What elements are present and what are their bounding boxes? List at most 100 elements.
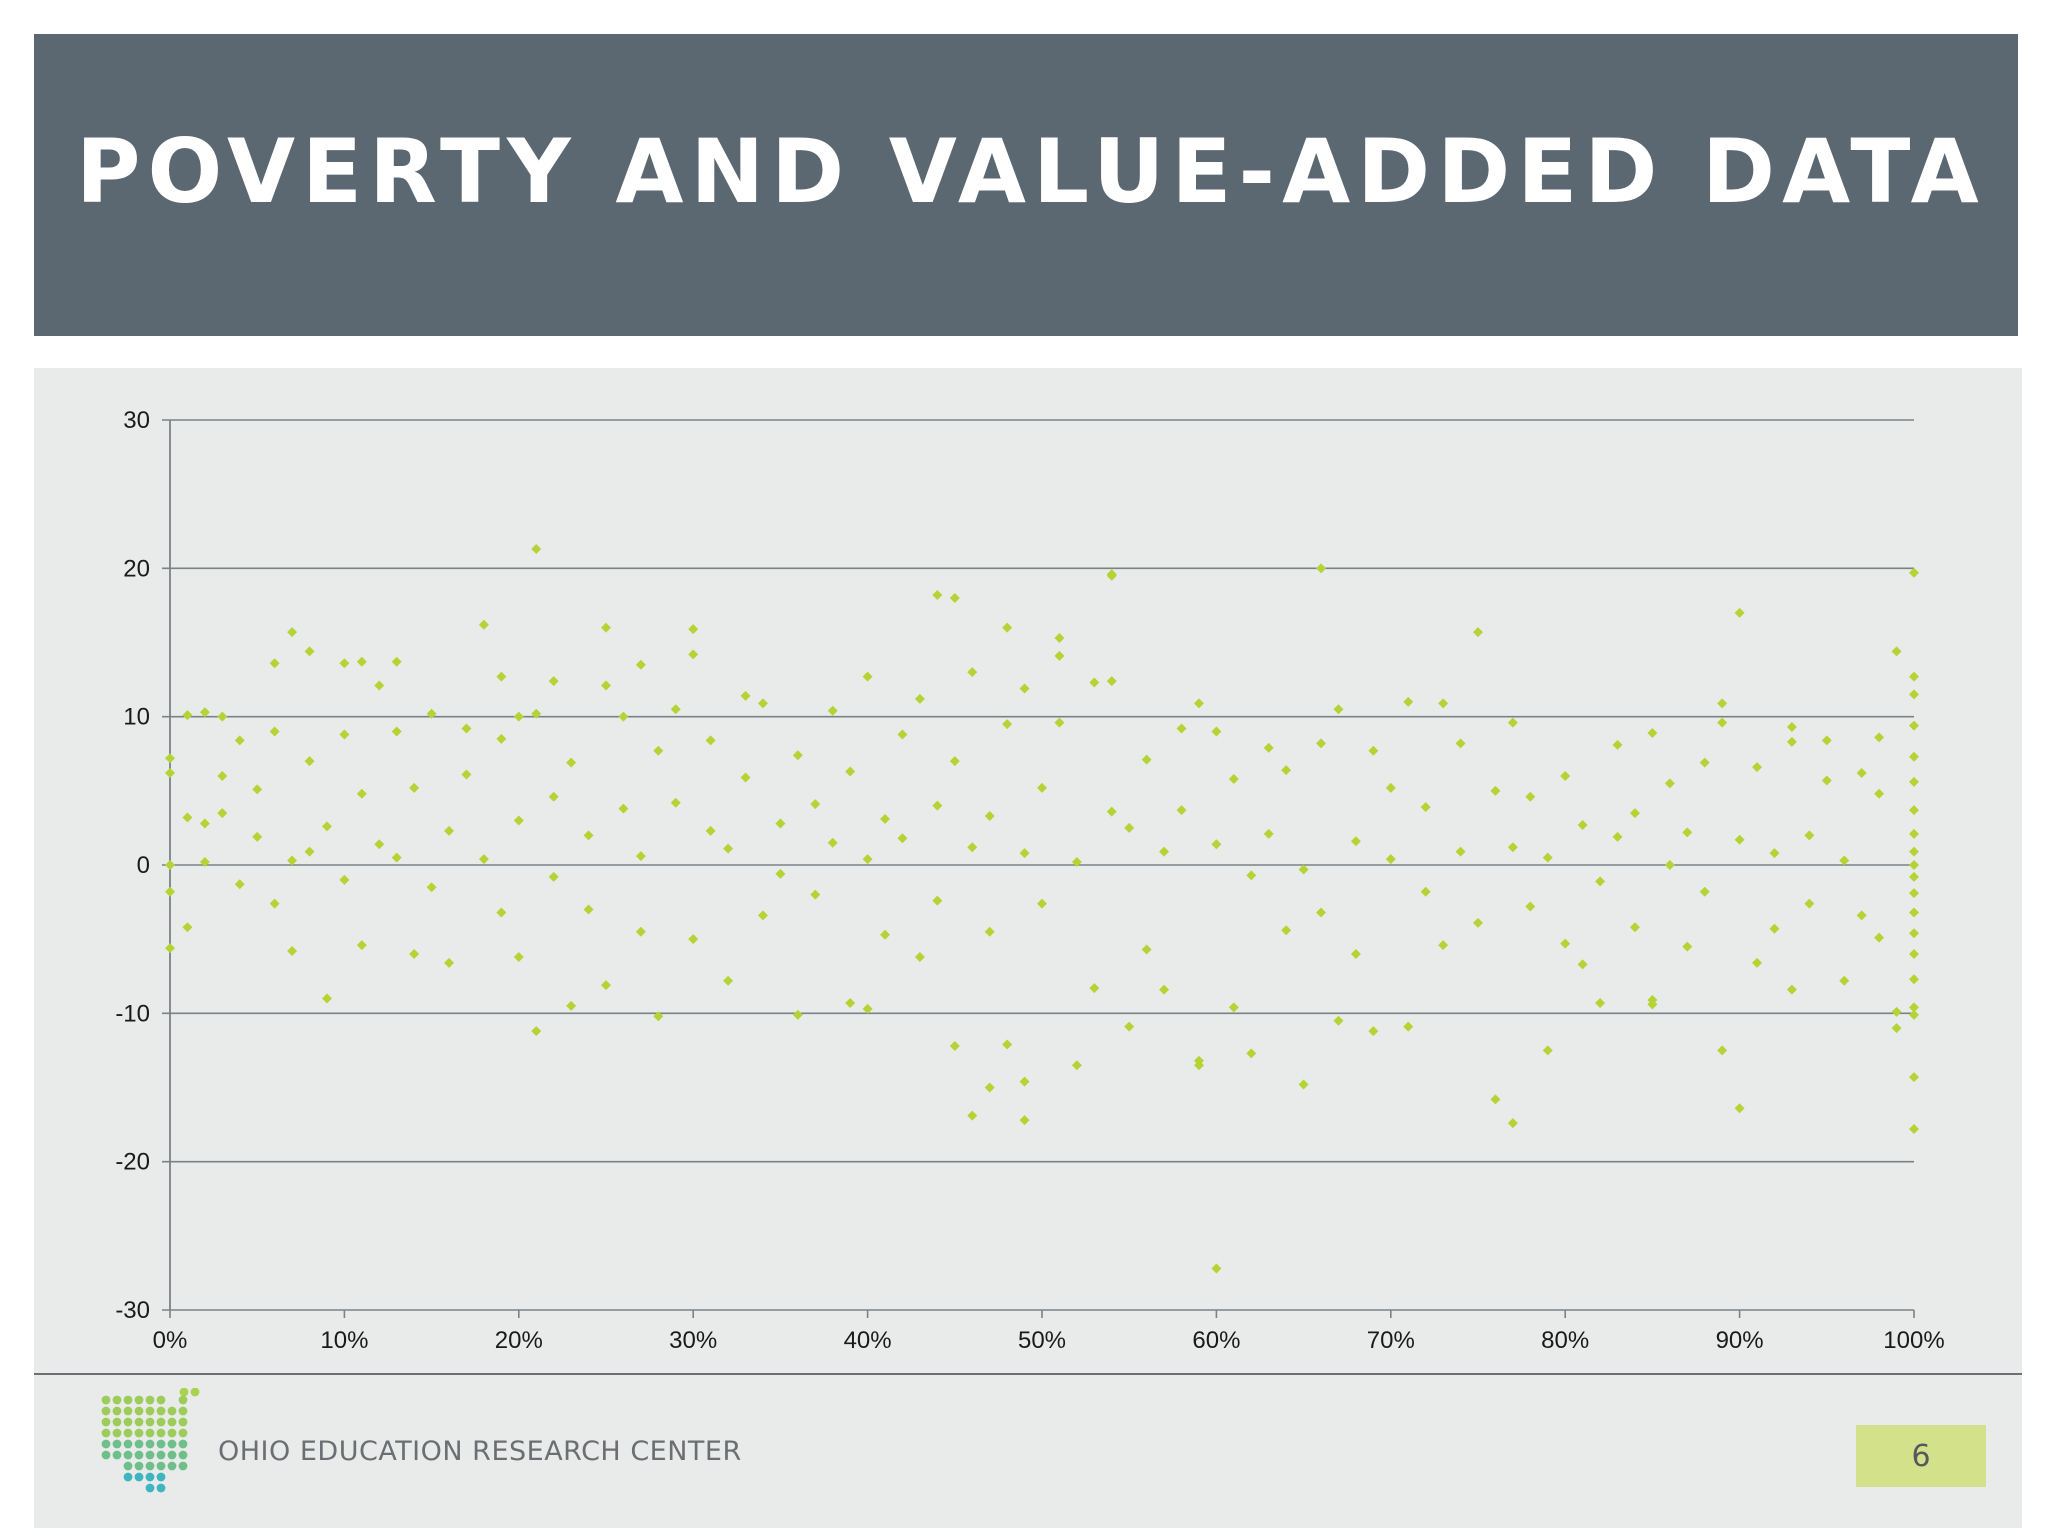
data-point (461, 723, 472, 734)
data-point (182, 812, 193, 823)
data-point (1054, 633, 1065, 644)
data-point (635, 926, 646, 937)
logo-dot (156, 1483, 166, 1493)
data-point (653, 1011, 664, 1022)
data-point (670, 797, 681, 808)
logo-dot (167, 1406, 177, 1416)
data-point (967, 842, 978, 853)
data-point (1612, 739, 1623, 750)
x-tick-label: 0% (153, 1327, 188, 1354)
data-point (1595, 997, 1606, 1008)
page-number-badge: 6 (1856, 1425, 1986, 1487)
logo-dot (145, 1483, 155, 1493)
data-point (862, 854, 873, 865)
data-point (1054, 717, 1065, 728)
logo-dot (178, 1406, 188, 1416)
data-point (1507, 717, 1518, 728)
data-point (1385, 854, 1396, 865)
data-point (1420, 802, 1431, 813)
logo-dot (156, 1406, 166, 1416)
data-point (548, 791, 559, 802)
logo-dot (123, 1439, 133, 1449)
data-point (1821, 775, 1832, 786)
data-point (792, 1009, 803, 1020)
logo-dot (179, 1388, 189, 1397)
data-point (845, 766, 856, 777)
logo-dot (123, 1406, 133, 1416)
data-point (339, 874, 350, 885)
data-point (234, 879, 245, 890)
data-point (984, 926, 995, 937)
data-point (409, 949, 420, 959)
data-point (1909, 776, 1919, 787)
data-point (1281, 925, 1292, 936)
data-point (1316, 563, 1327, 574)
data-point (1211, 1263, 1222, 1274)
data-point (914, 951, 925, 962)
chart-panel: 30 20 10 0 -10 -20 -30 0% 10% 20% 30% 40% 50% 60% 70% 8… (34, 368, 2022, 1528)
data-point (1473, 917, 1483, 928)
data-point (1002, 622, 1013, 633)
data-point (1560, 771, 1571, 781)
data-point (1909, 805, 1919, 816)
data-point (356, 656, 367, 667)
logo-dot (178, 1428, 188, 1438)
data-point (810, 799, 821, 810)
data-point (932, 800, 943, 811)
data-point (880, 929, 891, 940)
data-point (426, 882, 437, 893)
data-point (165, 768, 175, 779)
data-point (862, 1003, 873, 1014)
data-point (1106, 570, 1117, 581)
data-point (513, 815, 524, 826)
data-point (1629, 808, 1640, 819)
data-point (1246, 1048, 1257, 1059)
data-point (1298, 1079, 1309, 1090)
logo-dot (134, 1428, 144, 1438)
logo-dot (112, 1406, 122, 1416)
data-point (1629, 922, 1640, 933)
data-point (810, 889, 821, 900)
data-point (269, 658, 280, 669)
data-point (1507, 1118, 1518, 1129)
data-point (252, 831, 263, 842)
data-point (1595, 876, 1606, 887)
data-point (1891, 646, 1902, 657)
data-point (1909, 1002, 1919, 1013)
data-point (705, 825, 716, 836)
data-point (601, 680, 611, 691)
data-point (1909, 974, 1919, 985)
logo-dot (123, 1472, 133, 1482)
data-point (1124, 822, 1135, 833)
data-point (1193, 698, 1204, 709)
data-point (391, 726, 402, 737)
data-point (1455, 846, 1466, 857)
data-point (1664, 778, 1675, 789)
data-point (217, 771, 228, 781)
data-point (548, 676, 559, 687)
data-point (1786, 736, 1797, 747)
data-point (391, 852, 402, 863)
data-point (478, 854, 489, 865)
data-point (1752, 957, 1763, 968)
data-point (566, 757, 577, 768)
data-point (1786, 984, 1797, 995)
data-point (757, 698, 768, 709)
data-point (1228, 1002, 1239, 1013)
data-point (1106, 806, 1117, 817)
logo-dot (101, 1417, 111, 1427)
y-tick-label: 30 (123, 407, 150, 434)
data-point (165, 886, 175, 897)
title-banner (34, 34, 2018, 336)
data-point (1002, 1039, 1013, 1050)
logo-dot (167, 1417, 177, 1427)
data-point (618, 711, 629, 722)
logo-dot (134, 1439, 144, 1449)
data-point (740, 772, 751, 783)
logo-dot (101, 1428, 111, 1438)
logo-dot (178, 1461, 188, 1471)
data-point (1037, 898, 1047, 909)
data-point (723, 843, 734, 854)
data-point (1228, 773, 1239, 784)
logo-dot (123, 1450, 133, 1460)
